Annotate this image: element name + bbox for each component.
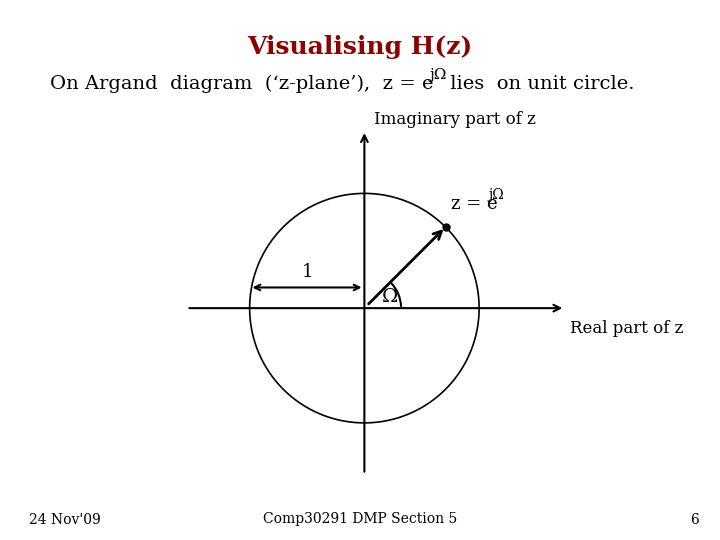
Text: jΩ: jΩ <box>429 68 446 82</box>
Text: Visualising H(z): Visualising H(z) <box>248 35 472 59</box>
Text: jΩ: jΩ <box>488 188 504 202</box>
Text: Comp30291 DMP Section 5: Comp30291 DMP Section 5 <box>263 512 457 526</box>
Text: 24 Nov'09: 24 Nov'09 <box>29 512 101 526</box>
Text: lies  on unit circle.: lies on unit circle. <box>444 75 635 93</box>
Text: 1: 1 <box>301 262 312 281</box>
Text: On Argand  diagram  (‘z-plane’),  z = e: On Argand diagram (‘z-plane’), z = e <box>50 75 434 93</box>
Text: Ω: Ω <box>382 288 397 306</box>
Text: Imaginary part of z: Imaginary part of z <box>374 111 536 128</box>
Text: Real part of z: Real part of z <box>570 320 683 338</box>
Text: 6: 6 <box>690 512 698 526</box>
Text: z = e: z = e <box>451 195 498 213</box>
